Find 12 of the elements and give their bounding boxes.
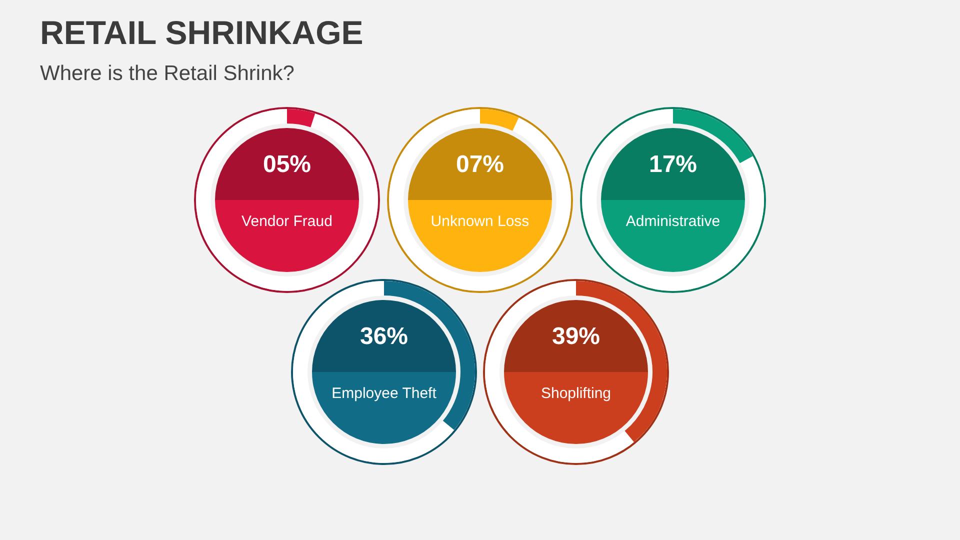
category-label: Administrative xyxy=(624,212,722,232)
data-label: 17% xyxy=(648,150,698,180)
text: RETAIL SHRINKAGE xyxy=(40,14,364,52)
text: Where is the Retail Shrink? xyxy=(40,62,294,86)
data-label: 36% xyxy=(358,322,410,352)
category-label: Shoplifting xyxy=(540,384,612,404)
data-label: 05% xyxy=(262,150,312,180)
category-label: Unknown Loss xyxy=(430,212,530,232)
data-label: 39% xyxy=(550,322,602,352)
category-label: Employee Theft xyxy=(330,384,438,404)
data-label: 07% xyxy=(454,150,506,180)
category-label: Vendor Fraud xyxy=(240,212,334,232)
